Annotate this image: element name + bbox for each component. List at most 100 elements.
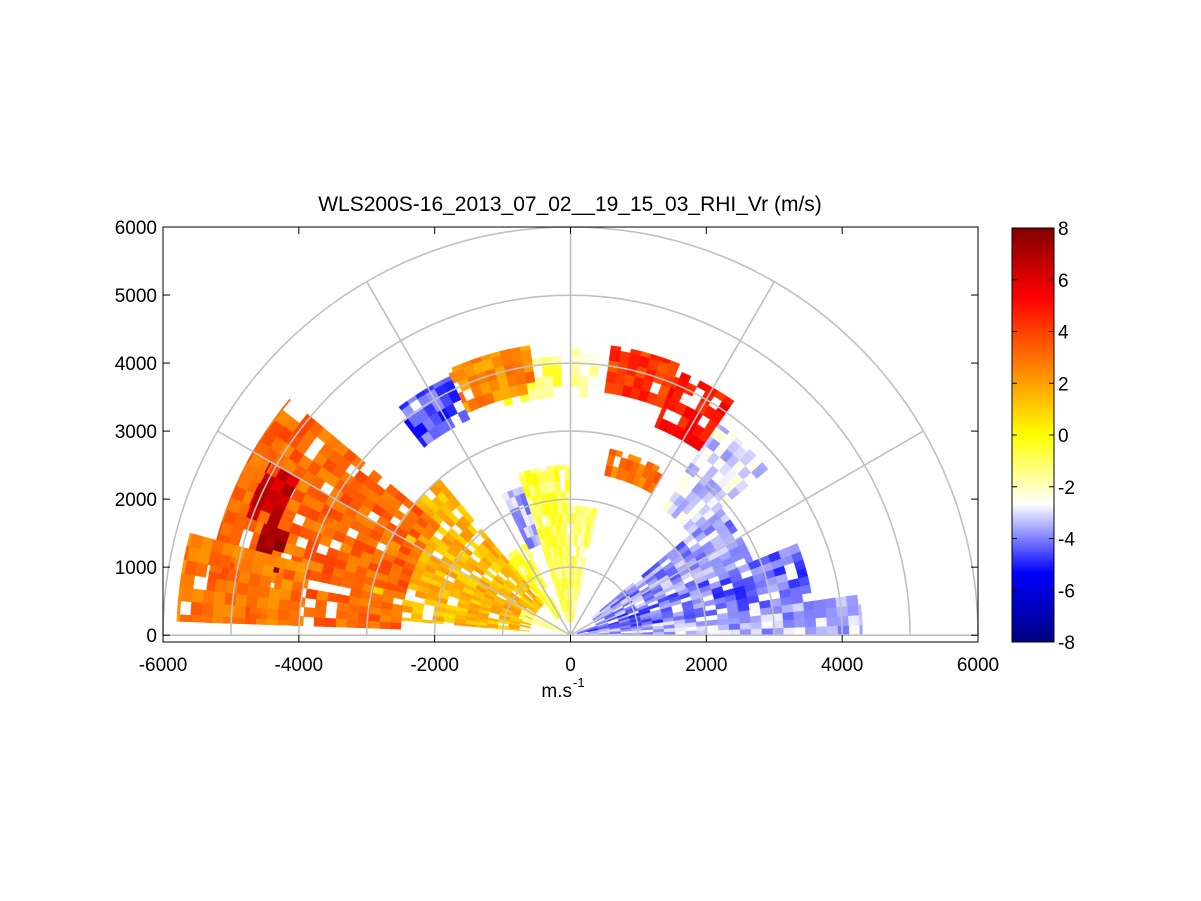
data-cell <box>543 375 554 388</box>
colorbar: 8 6 4 2 0 -2 -4 -6 -8 <box>1011 219 1075 654</box>
colorbar-tick-label: -4 <box>1058 530 1075 551</box>
data-cell <box>266 618 278 626</box>
data-cell <box>451 363 463 372</box>
chart-title: WLS200S-16_2013_07_02__19_15_03_RHI_Vr (… <box>318 193 822 216</box>
x-tick-label: -2000 <box>410 655 459 676</box>
data-cell <box>213 591 226 606</box>
data-cell <box>190 601 203 617</box>
data-cell <box>578 375 589 388</box>
data-cells <box>176 345 863 636</box>
data-cell <box>835 596 848 608</box>
data-cell <box>793 618 806 628</box>
data-cell <box>336 602 349 612</box>
y-tick-label: 1000 <box>115 558 157 579</box>
data-cell <box>597 622 609 628</box>
data-cell <box>815 617 828 627</box>
data-cell <box>706 619 719 626</box>
data-cell <box>517 471 526 478</box>
data-cell <box>717 623 730 631</box>
data-cell <box>813 599 827 610</box>
data-cell <box>570 364 581 376</box>
data-cell <box>574 512 580 525</box>
data-cell <box>746 448 757 459</box>
data-cell <box>279 588 292 601</box>
data-cell <box>604 381 616 395</box>
colorbar-tick-label: 8 <box>1058 219 1069 240</box>
data-cell <box>570 375 580 387</box>
data-cell <box>534 467 542 474</box>
data-cell <box>558 464 565 470</box>
y-tick-label: 0 <box>146 626 157 647</box>
colorbar-tick-label: -8 <box>1058 633 1075 654</box>
x-tick-label: 4000 <box>821 655 863 676</box>
data-cell <box>214 578 228 593</box>
data-cell <box>802 600 816 611</box>
data-cell <box>255 618 267 625</box>
data-cell <box>256 596 269 609</box>
data-cell <box>347 603 360 614</box>
data-cell <box>389 622 402 630</box>
data-cell <box>212 603 225 618</box>
data-cell <box>268 587 281 600</box>
colorbar-tick-label: -2 <box>1058 478 1075 499</box>
data-cell <box>313 617 326 627</box>
data-cell <box>201 602 214 617</box>
data-cell <box>202 589 215 605</box>
data-cell <box>277 619 289 626</box>
data-cell <box>761 620 774 629</box>
data-cell <box>507 552 515 560</box>
x-tick-label: 2000 <box>685 655 727 676</box>
data-cell <box>605 370 617 384</box>
data-cell <box>368 606 382 616</box>
data-cell <box>826 625 839 636</box>
data-cell <box>335 618 348 628</box>
colorbar-tick-label: -6 <box>1058 581 1075 602</box>
data-cell <box>586 386 597 399</box>
data-cell <box>245 595 258 608</box>
data-cell <box>679 371 692 383</box>
data-cell <box>718 629 730 636</box>
data-cell <box>234 593 248 607</box>
data-cell <box>237 570 251 585</box>
data-cell <box>287 620 300 626</box>
data-cell <box>728 623 741 630</box>
data-cell <box>453 622 466 627</box>
data-cell <box>574 505 580 514</box>
data-cell <box>564 479 571 492</box>
data-cell <box>739 622 752 630</box>
data-cell <box>314 599 328 610</box>
data-cell <box>378 621 391 630</box>
data-cell <box>803 609 817 620</box>
data-cell <box>814 608 827 619</box>
data-cell <box>826 616 839 627</box>
data-cell <box>379 614 392 623</box>
data-cell <box>534 376 545 389</box>
data-cell <box>335 610 348 620</box>
data-cell <box>627 453 636 462</box>
data-cell <box>267 597 280 610</box>
data-cell <box>837 625 850 636</box>
data-cell <box>246 583 260 597</box>
data-cell <box>244 617 257 625</box>
data-cell <box>521 619 534 625</box>
data-cell <box>258 574 273 588</box>
data-cell <box>588 364 600 377</box>
data-cell <box>235 582 249 596</box>
data-cell <box>303 606 316 618</box>
data-cell <box>191 588 205 604</box>
data-cell <box>608 349 621 363</box>
data-cell <box>181 573 196 590</box>
data-cell <box>226 568 241 583</box>
data-cell <box>782 619 795 628</box>
data-cell <box>837 615 850 627</box>
data-cell <box>587 375 598 388</box>
data-cell <box>750 621 763 630</box>
data-cell <box>551 364 562 377</box>
data-cell <box>248 572 262 587</box>
angle-spoke <box>569 281 775 636</box>
data-cell <box>825 606 838 618</box>
colorbar-tick-label: 6 <box>1058 271 1069 292</box>
data-cell <box>552 465 560 471</box>
data-cell <box>176 614 181 622</box>
data-cell <box>180 587 194 603</box>
